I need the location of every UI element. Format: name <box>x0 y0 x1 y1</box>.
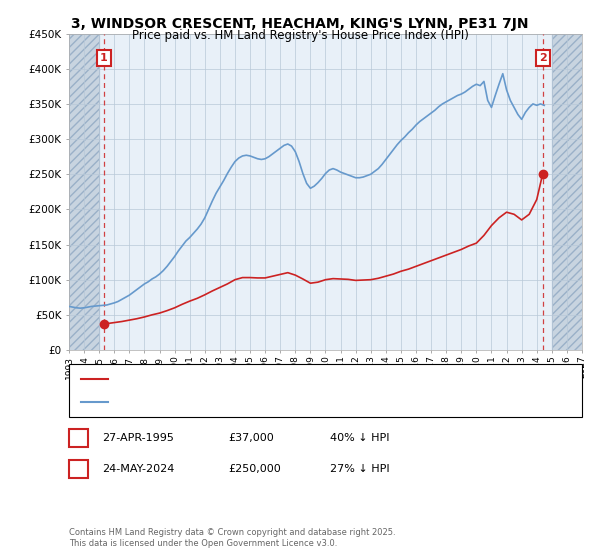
Text: 24-MAY-2024: 24-MAY-2024 <box>102 464 175 474</box>
Text: 27% ↓ HPI: 27% ↓ HPI <box>330 464 389 474</box>
Bar <box>69 34 99 350</box>
Text: 1: 1 <box>75 433 82 443</box>
Text: 3, WINDSOR CRESCENT, HEACHAM, KING'S LYNN, PE31 7JN (detached house): 3, WINDSOR CRESCENT, HEACHAM, KING'S LYN… <box>114 374 491 384</box>
Bar <box>552 34 582 350</box>
Text: 40% ↓ HPI: 40% ↓ HPI <box>330 433 389 443</box>
Text: 3, WINDSOR CRESCENT, HEACHAM, KING'S LYNN, PE31 7JN: 3, WINDSOR CRESCENT, HEACHAM, KING'S LYN… <box>71 17 529 31</box>
Text: 2: 2 <box>539 53 547 63</box>
Text: 1: 1 <box>100 53 108 63</box>
Bar <box>69 34 99 350</box>
Text: Contains HM Land Registry data © Crown copyright and database right 2025.
This d: Contains HM Land Registry data © Crown c… <box>69 528 395 548</box>
Text: 27-APR-1995: 27-APR-1995 <box>102 433 174 443</box>
Text: £250,000: £250,000 <box>228 464 281 474</box>
Text: £37,000: £37,000 <box>228 433 274 443</box>
Text: 2: 2 <box>75 464 82 474</box>
Text: HPI: Average price, detached house, King's Lynn and West Norfolk: HPI: Average price, detached house, King… <box>114 397 437 407</box>
Bar <box>552 34 582 350</box>
Text: Price paid vs. HM Land Registry's House Price Index (HPI): Price paid vs. HM Land Registry's House … <box>131 29 469 42</box>
